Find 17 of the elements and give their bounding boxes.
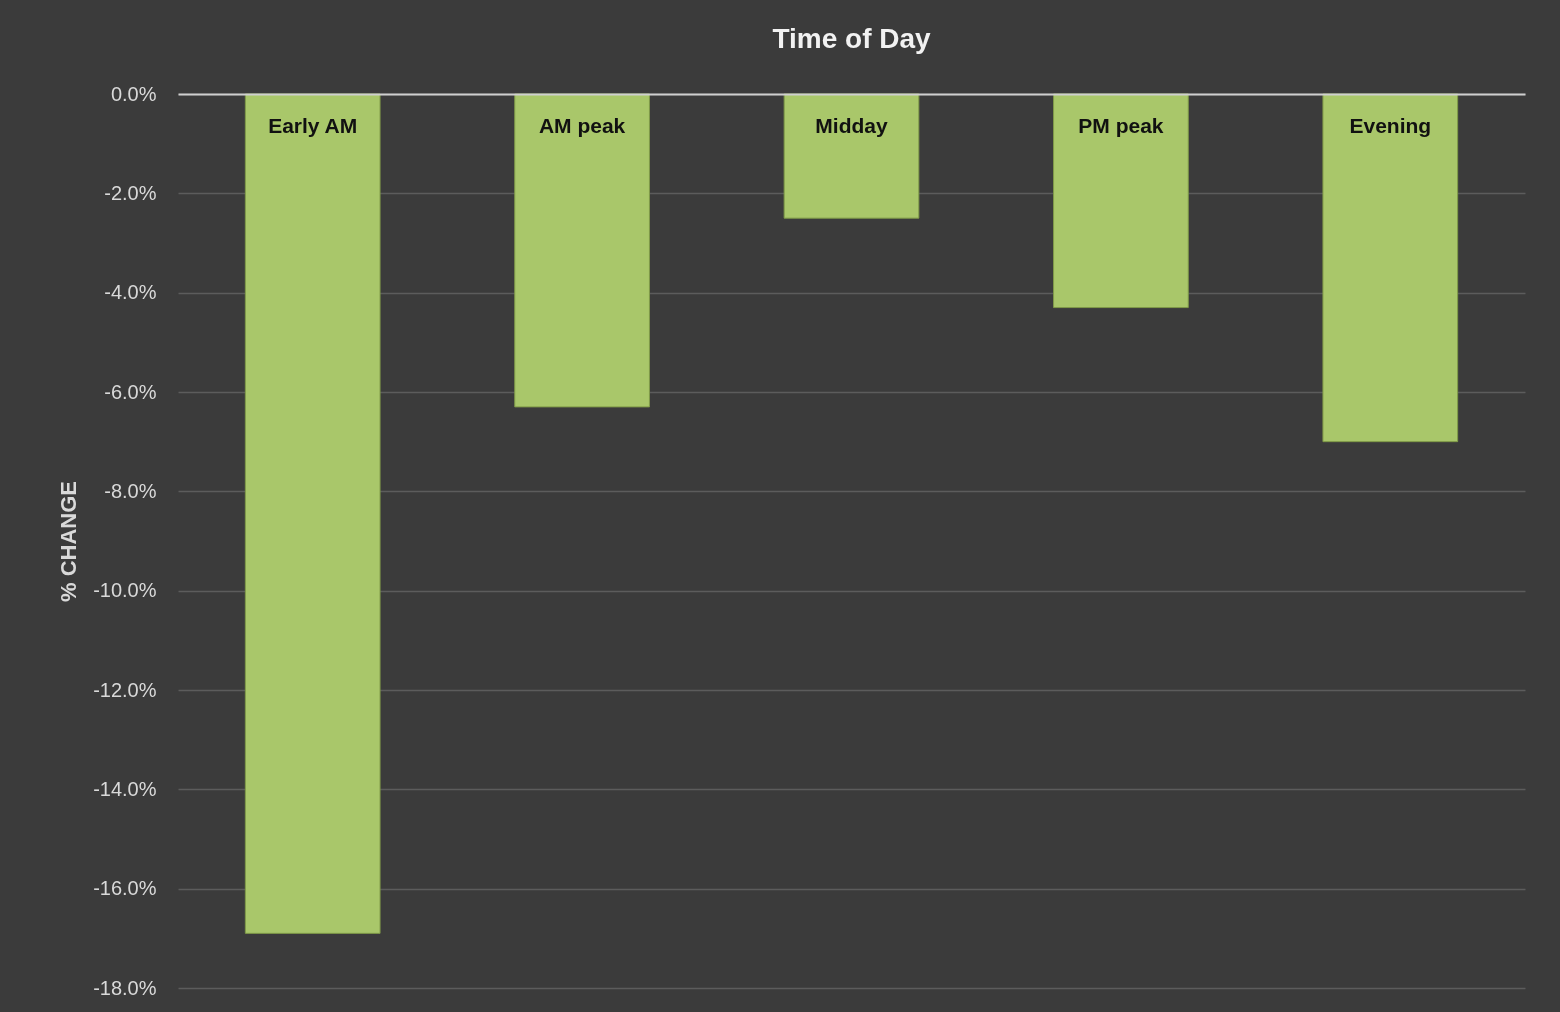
- x-tick-label: PM peak: [1078, 113, 1164, 137]
- y-tick-label: -2.0%: [104, 181, 157, 204]
- y-tick-label: 0.0%: [110, 82, 157, 105]
- x-tick-label: Evening: [1349, 113, 1432, 137]
- x-tick-label: Midday: [815, 113, 888, 137]
- chart-title: Time of Day: [772, 23, 932, 54]
- y-tick-label: -6.0%: [104, 380, 157, 403]
- y-tick-label: -12.0%: [93, 678, 157, 701]
- y-axis-title: % CHANGE: [56, 480, 82, 603]
- y-tick-label: -4.0%: [104, 281, 157, 304]
- y-tick-label: -18.0%: [93, 976, 157, 999]
- x-tick-label: AM peak: [538, 113, 626, 137]
- y-tick-label: -10.0%: [93, 579, 157, 602]
- y-tick-label: -14.0%: [93, 777, 157, 800]
- y-tick-label: -16.0%: [93, 877, 157, 900]
- y-tick-label: -8.0%: [104, 479, 157, 502]
- x-tick-label: Early AM: [268, 113, 358, 137]
